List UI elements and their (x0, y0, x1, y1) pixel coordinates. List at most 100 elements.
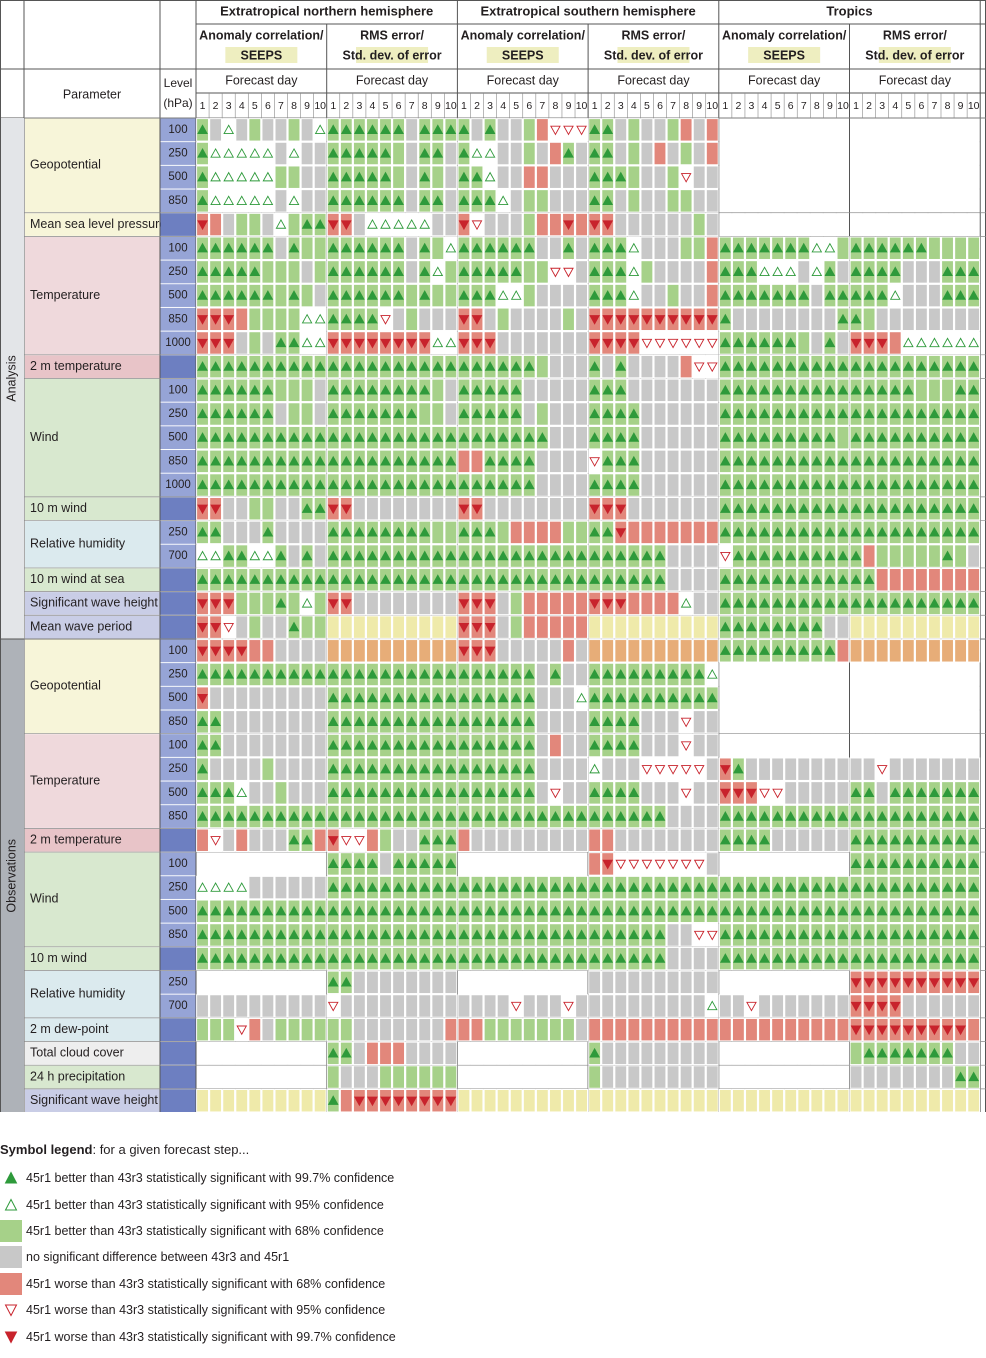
better-marker (955, 290, 966, 300)
better-marker (497, 905, 509, 916)
group-band (1, 638, 24, 1112)
better-marker (850, 574, 862, 584)
score-cell (758, 189, 771, 213)
better-marker (510, 479, 522, 490)
worse-marker (236, 646, 248, 657)
score-cell (705, 378, 719, 403)
score-cell (222, 1017, 236, 1042)
score-cell (470, 994, 484, 1018)
better-marker (197, 147, 208, 158)
score-cell (222, 1065, 235, 1089)
worse-marker (850, 1001, 862, 1012)
forecast-day-number: 10 (576, 100, 588, 112)
better-marker (445, 882, 457, 892)
score-cell (483, 828, 497, 852)
score-cell (444, 402, 458, 426)
better-marker (419, 739, 431, 750)
score-cell (679, 402, 693, 426)
worse-marker (916, 978, 927, 988)
score-cell (535, 757, 549, 781)
score-cell (863, 118, 876, 142)
score-cell (444, 378, 458, 403)
score-cell (771, 213, 784, 236)
worse-marker (484, 338, 496, 349)
better-marker (523, 455, 535, 466)
better-marker (955, 597, 966, 608)
forecast-day-number: 8 (683, 100, 689, 112)
score-cell (444, 212, 458, 237)
score-cell (849, 757, 863, 781)
better-marker (772, 266, 783, 277)
better-marker (197, 716, 208, 726)
better-marker (367, 763, 378, 774)
better-marker (876, 384, 888, 395)
level-cell-shade (160, 970, 196, 994)
level-header: Level (164, 76, 193, 90)
score-cell (209, 1017, 223, 1042)
better-marker (340, 882, 352, 892)
better-marker (641, 692, 653, 703)
better-marker (889, 384, 901, 395)
better-marker (197, 763, 208, 774)
score-cell (588, 1065, 602, 1089)
score-cell (758, 1088, 771, 1112)
score-cell (705, 615, 719, 639)
better-marker (445, 716, 457, 726)
score-cell (287, 307, 301, 332)
better-marker (393, 716, 404, 726)
forecast-day-number: 8 (945, 100, 951, 112)
better-marker (340, 479, 352, 490)
better-marker (236, 242, 248, 253)
better-marker (314, 574, 326, 584)
better-marker (889, 432, 901, 442)
better-marker (288, 953, 300, 963)
better-marker (393, 763, 404, 774)
score-cell (196, 1017, 209, 1042)
better-marker (628, 242, 640, 253)
better-marker (367, 526, 378, 537)
better-marker (380, 266, 391, 277)
score-cell (313, 757, 327, 781)
score-cell (640, 1041, 654, 1066)
worse-marker (615, 599, 627, 609)
better-marker (955, 432, 966, 442)
score-cell (705, 757, 719, 781)
better-marker (314, 905, 326, 916)
score-cell (640, 260, 654, 284)
better-marker (406, 526, 418, 537)
better-marker (471, 290, 483, 300)
better-marker (889, 597, 901, 608)
better-marker (445, 929, 457, 940)
better-marker (550, 550, 561, 561)
worse-marker (406, 1096, 418, 1107)
better-marker (380, 882, 391, 892)
score-cell (575, 331, 589, 355)
score-cell (196, 994, 209, 1018)
score-cell (784, 307, 798, 332)
level-cell-shade (160, 899, 196, 923)
score-cell (548, 449, 562, 474)
better-marker (497, 384, 509, 395)
better-marker (223, 550, 235, 561)
score-cell (248, 591, 262, 616)
score-cell (287, 520, 301, 545)
better-marker (484, 787, 496, 798)
score-cell (666, 118, 680, 142)
level-label: 250 (168, 976, 187, 988)
better-marker (615, 668, 627, 679)
parameter-label: 2 m temperature (30, 359, 122, 373)
score-cell (483, 307, 497, 332)
parameter-label: 10 m wind (30, 501, 87, 515)
score-cell (222, 1042, 235, 1065)
score-cell (666, 733, 680, 758)
score-cell (784, 686, 797, 710)
parameter-cell (25, 852, 160, 947)
better-marker (327, 716, 339, 726)
better-marker (458, 171, 470, 182)
better-marker (510, 953, 522, 963)
better-marker (249, 479, 261, 490)
better-marker (327, 147, 339, 158)
better-marker (772, 953, 783, 963)
score-cell (888, 331, 902, 355)
score-cell (640, 781, 654, 805)
